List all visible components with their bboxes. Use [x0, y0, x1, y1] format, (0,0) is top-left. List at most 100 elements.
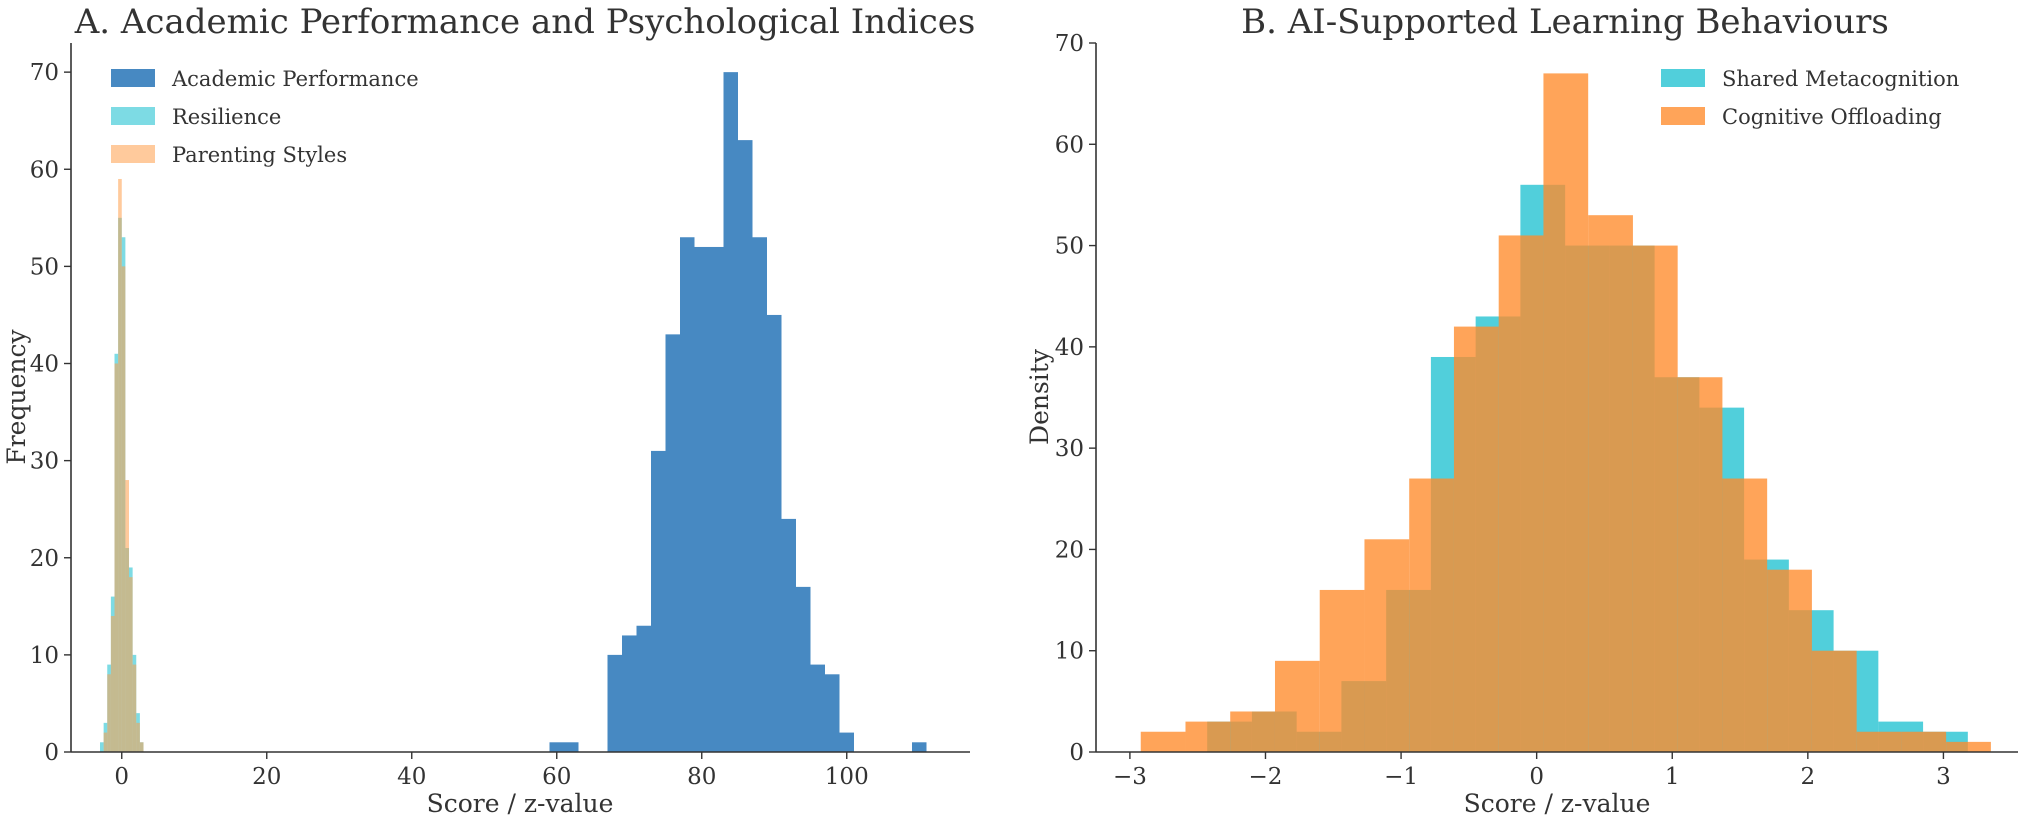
bar-cognitive-offloading-8 [1498, 235, 1544, 752]
bar-resilience-0 [100, 742, 104, 752]
bar-cognitive-offloading-6 [1409, 478, 1454, 752]
bar-cognitive-offloading-1 [1185, 721, 1231, 752]
bar-academic-performance-12 [723, 72, 738, 752]
bar-parenting-styles-5 [121, 266, 126, 752]
bar-academic-performance-15 [767, 314, 782, 752]
legend-label-parenting-styles: Parenting Styles [172, 143, 347, 167]
legend-label-academic-performance: Academic Performance [171, 67, 419, 91]
bar-cognitive-offloading-11 [1632, 245, 1678, 752]
x-tick-label: −2 [1249, 764, 1283, 790]
y-tick-label: 20 [1055, 537, 1084, 563]
panel-a-x-label: Score / z-value [427, 789, 614, 818]
bar-academic-performance-0 [549, 742, 564, 752]
x-tick-label: 0 [1529, 764, 1544, 790]
bar-academic-performance-7 [651, 450, 666, 752]
bar-cognitive-offloading-18 [1946, 741, 1991, 752]
x-tick-label: −3 [1113, 764, 1147, 790]
bar-parenting-styles-2 [110, 616, 115, 752]
bar-cognitive-offloading-13 [1722, 478, 1768, 752]
bar-academic-performance-8 [665, 334, 680, 752]
bar-academic-performance-17 [796, 586, 811, 752]
legend-swatch-resilience [111, 107, 155, 125]
panel-a-histogram: A. Academic Performance and Psychologica… [2, 2, 975, 818]
x-tick-label: 1 [1665, 764, 1680, 790]
legend-swatch-academic-performance [111, 69, 155, 87]
bar-parenting-styles-9 [136, 722, 140, 752]
y-tick-label: 10 [1055, 639, 1084, 665]
bar-academic-performance-19 [825, 674, 840, 752]
panel-b-bars [1140, 73, 1991, 753]
y-tick-label: 60 [30, 157, 59, 183]
legend-swatch-cognitive-offloading [1661, 107, 1705, 125]
bar-parenting-styles-6 [125, 480, 130, 752]
legend-label-shared-metacognition: Shared Metacognition [1722, 67, 1959, 91]
bar-academic-performance-1 [564, 742, 579, 752]
legend-swatch-shared-metacognition [1661, 69, 1705, 87]
x-tick-label: 40 [397, 764, 426, 790]
bar-cognitive-offloading-2 [1230, 711, 1275, 752]
bar-academic-performance-4 [607, 654, 622, 752]
panel-b-x-ticks: −3 −2 −1 0 1 2 3 [1113, 752, 1951, 790]
panel-a-x-ticks: 0 20 40 60 80 100 [114, 752, 869, 790]
bar-cognitive-offloading-16 [1856, 731, 1902, 752]
bar-cognitive-offloading-17 [1901, 731, 1947, 752]
bar-academic-performance-5 [622, 635, 637, 752]
y-tick-label: 70 [1055, 31, 1084, 57]
y-tick-label: 0 [44, 740, 59, 766]
bar-academic-performance-9 [680, 237, 695, 752]
x-tick-label: 0 [114, 764, 129, 790]
y-tick-label: 10 [30, 643, 59, 669]
x-tick-label: −1 [1384, 764, 1418, 790]
y-tick-label: 0 [1069, 740, 1084, 766]
y-tick-label: 30 [1055, 436, 1084, 462]
panel-b-legend: Shared Metacognition Cognitive Offloadin… [1661, 67, 1959, 129]
y-tick-label: 60 [1055, 132, 1084, 158]
legend-label-cognitive-offloading: Cognitive Offloading [1722, 105, 1942, 129]
bar-cognitive-offloading-7 [1453, 326, 1499, 752]
y-tick-label: 20 [30, 546, 59, 572]
panel-b-x-label: Score / z-value [1464, 789, 1651, 818]
bar-cognitive-offloading-5 [1364, 539, 1410, 752]
panel-a-y-label: Frequency [2, 329, 31, 465]
bar-parenting-styles-8 [132, 664, 137, 752]
bar-parenting-styles-0 [103, 732, 108, 752]
legend-label-resilience: Resilience [172, 105, 281, 129]
bar-academic-performance-13 [738, 140, 753, 752]
panel-b-title: B. AI-Supported Learning Behaviours [1241, 2, 1889, 42]
bar-academic-performance-6 [636, 625, 651, 752]
panel-a-title: A. Academic Performance and Psychologica… [74, 2, 976, 42]
bar-cognitive-offloading-14 [1767, 569, 1812, 752]
bar-cognitive-offloading-12 [1677, 377, 1723, 752]
bar-parenting-styles-4 [118, 178, 122, 753]
y-tick-label: 50 [1055, 234, 1084, 260]
panel-b-y-ticks: 0 10 20 30 40 50 60 70 [1055, 31, 1096, 766]
bar-parenting-styles-1 [107, 674, 111, 752]
panel-a-y-ticks: 0 10 20 30 40 50 60 70 [30, 60, 71, 766]
bar-cognitive-offloading-4 [1319, 589, 1365, 752]
bar-academic-performance-16 [781, 518, 796, 752]
x-tick-label: 100 [825, 764, 869, 790]
y-tick-label: 40 [30, 352, 59, 378]
y-tick-label: 30 [30, 449, 59, 475]
bar-parenting-styles-10 [139, 742, 144, 752]
bar-academic-performance-14 [752, 237, 767, 752]
y-tick-label: 40 [1055, 335, 1084, 361]
panel-a-legend: Academic Performance Resilience Parentin… [111, 67, 419, 167]
bar-cognitive-offloading-3 [1274, 660, 1320, 752]
panel-b-histogram: B. AI-Supported Learning Behaviours −3 −2… [1025, 2, 2018, 818]
y-tick-label: 70 [30, 60, 59, 86]
x-tick-label: 20 [252, 764, 281, 790]
bar-academic-performance-20 [839, 732, 854, 752]
bar-parenting-styles-3 [114, 363, 119, 752]
panel-b-y-label: Density [1025, 348, 1054, 445]
bar-parenting-styles-7 [129, 577, 133, 752]
x-tick-label: 2 [1801, 764, 1816, 790]
y-tick-label: 50 [30, 254, 59, 280]
x-tick-label: 3 [1936, 764, 1951, 790]
bar-academic-performance-11 [709, 246, 724, 752]
x-tick-label: 80 [687, 764, 716, 790]
x-tick-label: 60 [542, 764, 571, 790]
bar-cognitive-offloading-0 [1140, 731, 1186, 752]
bar-academic-performance-10 [694, 246, 709, 752]
